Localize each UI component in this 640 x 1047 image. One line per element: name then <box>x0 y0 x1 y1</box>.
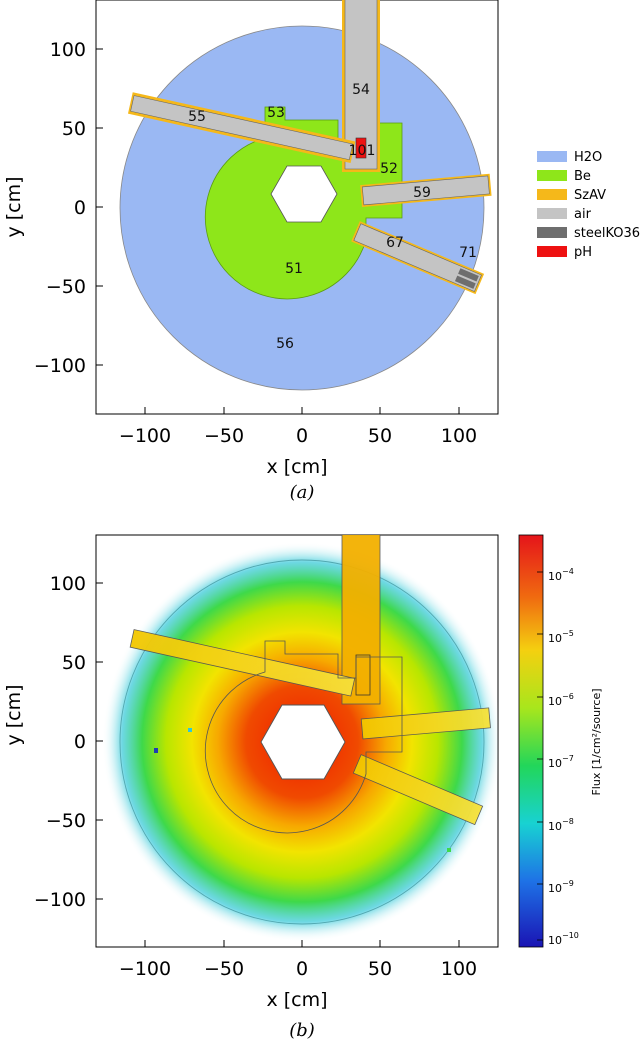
colorbar-labels: 10−4 10−5 10−6 10−7 10−8 10−9 10−10 <box>548 567 579 947</box>
cb-tick-exp: −8 <box>562 817 574 826</box>
legend-label-h2o: H2O <box>574 150 602 165</box>
xtick-a-5: 100 <box>441 425 477 447</box>
region-label-52: 52 <box>380 161 398 177</box>
svg-text:10−9: 10−9 <box>548 879 574 895</box>
be-outline-b <box>204 640 403 834</box>
stray-pixel <box>154 748 158 753</box>
legend-label-ph: pH <box>574 245 592 260</box>
ytick-b-2: 50 <box>62 652 86 674</box>
channel-67 <box>353 223 482 292</box>
xlabel-b: x [cm] <box>266 989 327 1011</box>
ytick-b-5: −100 <box>34 889 86 911</box>
cb-tick-exp: −4 <box>562 567 574 576</box>
hexagon-core-b <box>260 704 346 780</box>
legend-swatch-air <box>537 208 567 219</box>
colorbar-ticks <box>537 571 543 941</box>
cb-tick-base: 10 <box>548 882 562 895</box>
caption-a: (a) <box>290 482 315 503</box>
ticks-b <box>96 582 460 947</box>
ytick-b-3: 0 <box>74 731 86 753</box>
svg-text:10−7: 10−7 <box>548 754 574 770</box>
ytick-a-2: 50 <box>62 118 86 140</box>
legend-a: H2O Be SzAV air steelKO36 pH <box>537 150 640 260</box>
cb-tick-exp: −9 <box>562 879 574 888</box>
channel-55-flux <box>129 629 356 697</box>
svg-text:10−5: 10−5 <box>548 629 574 645</box>
xtick-b-2: −50 <box>204 958 244 980</box>
cb-tick-exp: −5 <box>562 629 574 638</box>
xtick-b-4: 50 <box>368 958 392 980</box>
cb-tick-exp: −10 <box>562 931 579 940</box>
ylabel-b: y [cm] <box>3 684 25 745</box>
ytick-a-4: −50 <box>46 276 86 298</box>
steel-insert-1 <box>458 268 479 282</box>
ylabel-a: y [cm] <box>3 176 25 237</box>
stray-pixel <box>188 728 192 732</box>
legend-swatch-ph <box>537 246 567 257</box>
legend-label-steel: steelKO36 <box>574 226 640 241</box>
legend-label-be: Be <box>574 169 591 184</box>
channel-59 <box>361 175 490 206</box>
svg-text:10−8: 10−8 <box>548 817 574 833</box>
cb-tick-base: 10 <box>548 820 562 833</box>
region-label-53: 53 <box>267 105 285 121</box>
cb-tick-base: 10 <box>548 934 562 947</box>
ytick-a-5: −100 <box>34 355 86 377</box>
ph-sample <box>355 137 367 159</box>
cb-tick-base: 10 <box>548 695 562 708</box>
cb-tick-base: 10 <box>548 757 562 770</box>
steel-insert-2 <box>454 275 476 289</box>
ytick-a-3: 0 <box>74 197 86 219</box>
panel-b: −100 −50 0 50 100 100 50 0 −50 −100 x [c… <box>3 534 603 1041</box>
region-label-59: 59 <box>413 185 431 201</box>
region-label-67: 67 <box>386 235 404 251</box>
ytick-b-4: −50 <box>46 810 86 832</box>
xtick-b-5: 100 <box>441 958 477 980</box>
xtick-a-3: 0 <box>296 425 308 447</box>
colorbar <box>518 534 544 948</box>
svg-text:10−4: 10−4 <box>548 567 574 583</box>
xtick-a-4: 50 <box>368 425 392 447</box>
hexagon-core <box>270 165 338 223</box>
ticks-a <box>96 48 460 414</box>
region-label-51: 51 <box>285 261 303 277</box>
region-label-55: 55 <box>188 109 206 125</box>
region-label-54: 54 <box>352 82 370 98</box>
cb-tick-base: 10 <box>548 632 562 645</box>
legend-label-air: air <box>574 207 592 222</box>
xtick-b-3: 0 <box>296 958 308 980</box>
region-label-71: 71 <box>459 245 477 261</box>
caption-b: (b) <box>289 1020 315 1041</box>
cb-tick-exp: −7 <box>562 754 574 763</box>
cb-tick-exp: −6 <box>562 692 574 701</box>
ytick-b-1: 100 <box>50 573 86 595</box>
xtick-b-1: −100 <box>119 958 171 980</box>
channel-55 <box>130 95 354 161</box>
panel-a: 54 55 53 101 52 59 67 71 51 56 −100 −50 … <box>3 0 640 503</box>
region-label-101: 101 <box>349 143 376 159</box>
xtick-a-1: −100 <box>119 425 171 447</box>
svg-text:10−10: 10−10 <box>548 931 579 947</box>
legend-swatch-szav <box>537 189 567 200</box>
region-label-56: 56 <box>276 336 294 352</box>
legend-swatch-be <box>537 170 567 181</box>
legend-swatch-steel <box>537 227 567 238</box>
xtick-a-2: −50 <box>204 425 244 447</box>
stray-pixel <box>447 848 451 852</box>
cb-tick-base: 10 <box>548 570 562 583</box>
svg-text:10−6: 10−6 <box>548 692 574 708</box>
colorbar-label: Flux [1/cm²/source] <box>590 688 603 795</box>
channel-54-flux <box>341 535 381 705</box>
channel-59-flux <box>360 707 491 740</box>
ytick-a-1: 100 <box>50 39 86 61</box>
xlabel-a: x [cm] <box>266 456 327 478</box>
channel-67-flux <box>352 754 484 826</box>
legend-swatch-h2o <box>537 151 567 162</box>
legend-label-szav: SzAV <box>574 188 606 203</box>
